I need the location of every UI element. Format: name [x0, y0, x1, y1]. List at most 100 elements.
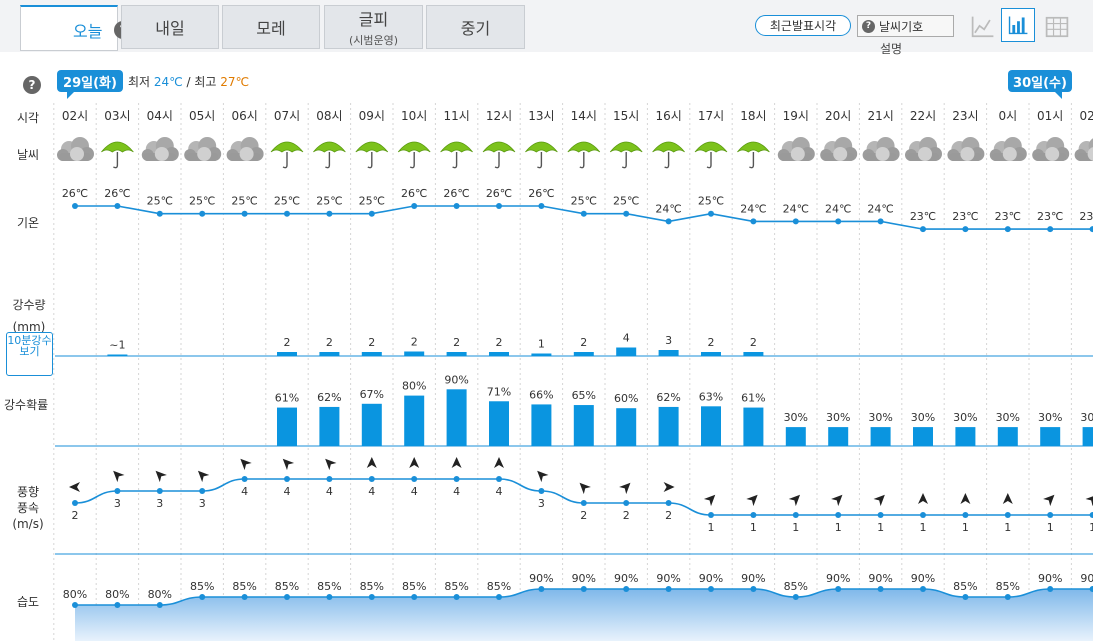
- humidity-label: 80%: [63, 588, 87, 601]
- separator: /: [186, 75, 191, 89]
- temperature-point: [920, 226, 926, 233]
- weather-legend-button[interactable]: ? 날씨기호: [857, 15, 954, 37]
- humidity-point: [792, 594, 799, 600]
- wind-speed-label: 1: [792, 521, 799, 534]
- humidity-point: [284, 594, 290, 600]
- precip-prob-label: 30%: [826, 411, 850, 424]
- wind-speed-label: 1: [877, 521, 884, 534]
- wind-direction-arrow: [1043, 494, 1055, 507]
- wind-direction-arrow: [240, 458, 252, 471]
- wind-speed-point: [156, 488, 163, 494]
- precip-amount-label: 2: [750, 336, 757, 349]
- ten-min-rain-button[interactable]: 10분강수보기: [6, 332, 53, 376]
- tab-mid-term[interactable]: 중기: [426, 5, 525, 49]
- tab-three-days[interactable]: 글피 (시범운영): [324, 5, 423, 49]
- wind-direction-arrow: [918, 493, 928, 504]
- hour-label: 07시: [274, 109, 300, 123]
- humidity-point: [453, 594, 460, 600]
- humidity-label: 90%: [656, 572, 680, 585]
- recent-release-button[interactable]: 최근발표시각: [755, 15, 851, 36]
- wind-speed-label: 3: [114, 497, 121, 510]
- table-icon[interactable]: [1042, 12, 1072, 42]
- cloudy-icon: [820, 137, 858, 161]
- wind-speed-label: 4: [326, 485, 333, 498]
- rain-amount-unit: (mm): [12, 320, 46, 334]
- precip-prob-label: 62%: [656, 391, 680, 404]
- temperature-label: 25℃: [613, 195, 639, 208]
- tab-mid-term-label: 중기: [460, 19, 491, 38]
- wind-speed-label: 3: [199, 497, 206, 510]
- temperature-point: [835, 218, 842, 225]
- wind-direction-arrow: [155, 470, 167, 483]
- precip-amount-label: 3: [665, 334, 672, 347]
- precip-prob-label: 30%: [868, 411, 892, 424]
- precip-prob-bar: [913, 427, 933, 446]
- wind-speed-label: 2: [623, 509, 630, 522]
- wind-speed-point: [199, 488, 206, 494]
- temperature-label: 25℃: [316, 195, 342, 208]
- chart-help-icon[interactable]: ?: [23, 76, 41, 94]
- temperature-point: [623, 210, 630, 217]
- precip-prob-bar: [489, 401, 509, 446]
- wind-direction-arrow: [873, 494, 885, 507]
- wind-speed-point: [72, 500, 78, 506]
- wind-direction-arrow: [451, 457, 462, 468]
- humidity-label: 85%: [317, 580, 341, 593]
- wind-direction-arrow: [537, 470, 549, 483]
- wind-speed-point: [1004, 512, 1011, 518]
- umbrella-icon: [482, 141, 516, 169]
- line-chart-icon[interactable]: [968, 12, 998, 42]
- humidity-point: [580, 586, 587, 592]
- hour-label: 02시: [1079, 109, 1093, 123]
- precip-amount-label: 2: [580, 336, 587, 349]
- humidity-area: [75, 589, 1093, 641]
- hour-label: 10시: [401, 109, 427, 123]
- day-badge-today: 29일(화): [57, 70, 123, 99]
- temperature-label: 24℃: [783, 202, 809, 215]
- temperature-label: 23℃: [1079, 210, 1093, 223]
- wind-speed-point: [284, 476, 290, 482]
- precip-prob-label: 80%: [402, 380, 426, 393]
- wind-direction-arrow: [788, 494, 801, 507]
- hour-label: 18시: [740, 109, 766, 123]
- temperature-point: [156, 210, 163, 217]
- tab-day-after[interactable]: 모레: [222, 5, 320, 49]
- temperature-point: [665, 218, 672, 225]
- precip-amount-bar: [616, 347, 637, 356]
- precip-amount-bar: [446, 352, 467, 356]
- precip-prob-bar: [955, 427, 976, 446]
- wind-speed-label: 1: [835, 521, 842, 534]
- temperature-point: [114, 203, 121, 209]
- umbrella-icon: [270, 141, 304, 169]
- umbrella-icon: [440, 141, 473, 169]
- umbrella-icon: [101, 141, 134, 169]
- precip-prob-label: 71%: [487, 385, 511, 398]
- wind-speed-point: [623, 500, 630, 506]
- rain-amount-label: 강수량: [12, 298, 46, 312]
- wind-speed-point: [538, 488, 545, 494]
- wind-direction-arrow: [960, 493, 971, 504]
- umbrella-icon: [609, 141, 643, 169]
- precip-prob-bar: [785, 427, 806, 446]
- humidity-point: [1089, 586, 1093, 592]
- hour-label: 08시: [316, 109, 342, 123]
- wind-direction-arrow: [325, 458, 337, 471]
- precip-prob-bar: [361, 403, 382, 446]
- hour-label: 14시: [571, 109, 597, 123]
- min-label: 최저: [128, 75, 151, 89]
- wind-speed-label: 4: [284, 485, 291, 498]
- precip-amount-bar: [531, 353, 552, 356]
- precip-prob-bar: [531, 404, 552, 446]
- tab-today[interactable]: 오늘 ?: [20, 5, 132, 51]
- precip-amount-label: 4: [623, 332, 630, 345]
- temperature-label: 26℃: [401, 187, 427, 200]
- bar-chart-icon[interactable]: [1001, 8, 1035, 42]
- precip-prob-bar: [870, 427, 891, 446]
- tab-tomorrow[interactable]: 내일: [121, 5, 219, 49]
- tab-today-label: 오늘: [73, 22, 103, 41]
- wind-speed-label: 1: [708, 521, 715, 534]
- hour-label: 17시: [698, 109, 724, 123]
- precip-amount-label: 2: [453, 336, 460, 349]
- humidity-point: [496, 594, 502, 600]
- humidity-point: [241, 594, 248, 600]
